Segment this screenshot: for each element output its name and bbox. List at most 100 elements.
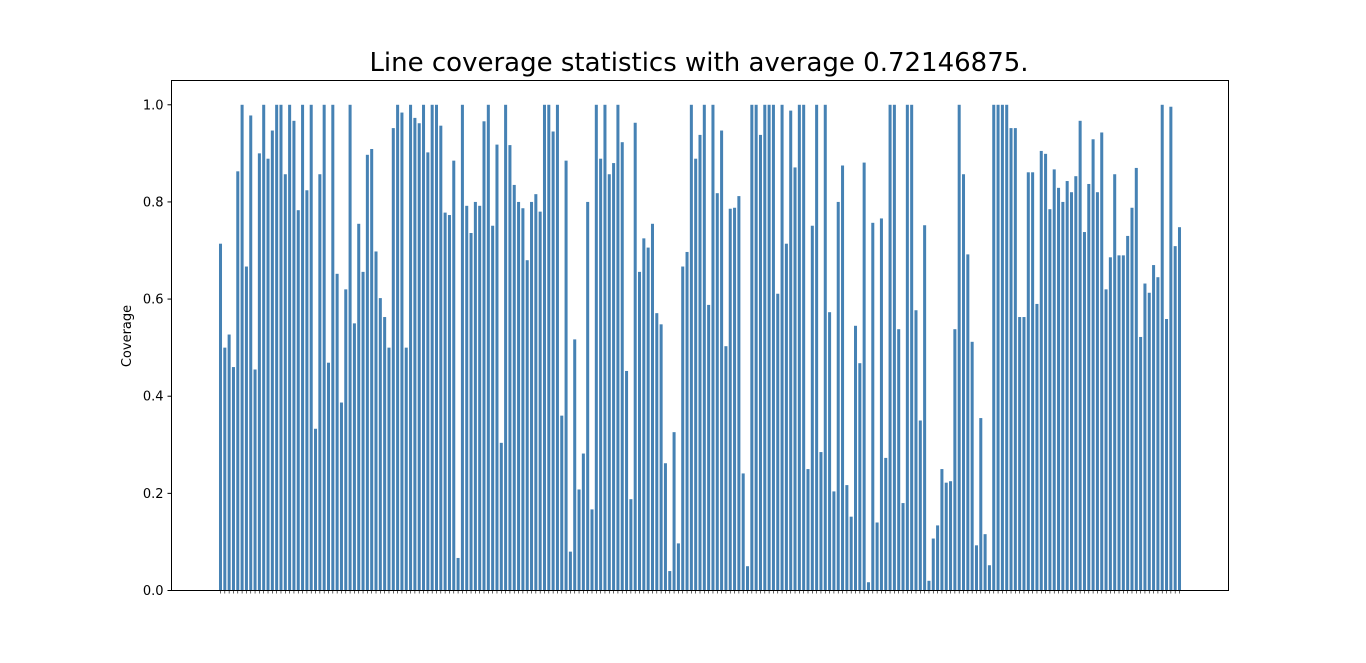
- bar-202: [1091, 139, 1095, 591]
- bar-221: [1173, 246, 1177, 591]
- bar-42: [400, 112, 404, 591]
- bar-121: [741, 473, 745, 591]
- bar-73: [534, 194, 538, 591]
- bar-113: [707, 304, 711, 591]
- bar-217: [1156, 277, 1160, 591]
- bar-154: [884, 457, 888, 591]
- bar-149: [862, 162, 866, 591]
- bar-197: [1069, 192, 1074, 591]
- bar-94: [625, 370, 629, 591]
- bar-201: [1087, 183, 1091, 591]
- bar-157: [897, 329, 901, 591]
- bar-198: [1074, 176, 1078, 591]
- bar-146: [849, 516, 853, 591]
- bar-168: [944, 482, 948, 591]
- bar-214: [1143, 283, 1147, 591]
- bar-61: [482, 121, 486, 591]
- bar-49: [430, 104, 434, 591]
- bar-210: [1126, 235, 1130, 591]
- bar-141: [828, 312, 832, 591]
- bar-60: [478, 205, 482, 591]
- bar-124: [754, 104, 758, 591]
- bar-84: [581, 453, 585, 591]
- bar-32: [357, 223, 361, 591]
- bar-175: [974, 545, 978, 591]
- bar-31: [352, 323, 356, 591]
- bar-22: [314, 428, 318, 591]
- bar-3: [231, 367, 235, 591]
- bar-180: [996, 104, 1000, 591]
- bar-136: [806, 469, 810, 591]
- bar-35: [370, 148, 374, 591]
- bar-56: [460, 104, 464, 591]
- bar-9: [257, 153, 261, 591]
- bar-162: [918, 420, 922, 591]
- bar-102: [659, 324, 663, 591]
- bar-182: [1005, 104, 1009, 591]
- bar-220: [1169, 106, 1173, 591]
- bar-219: [1165, 318, 1169, 591]
- bar-17: [292, 120, 296, 591]
- bar-81: [568, 551, 572, 591]
- bar-63: [491, 225, 495, 591]
- bar-8: [253, 369, 257, 591]
- bar-67: [508, 145, 512, 591]
- bar-132: [789, 110, 793, 591]
- bar-142: [832, 491, 836, 591]
- bar-16: [288, 104, 292, 591]
- bar-212: [1134, 167, 1138, 591]
- bar-163: [923, 225, 927, 591]
- bar-135: [802, 104, 806, 591]
- bars-group: [218, 104, 1182, 591]
- bar-188: [1031, 172, 1035, 591]
- bar-54: [452, 160, 456, 591]
- bar-65: [499, 442, 503, 591]
- bar-127: [767, 104, 771, 591]
- bar-110: [694, 158, 698, 591]
- bar-90: [607, 174, 611, 591]
- bar-21: [309, 104, 313, 591]
- bar-203: [1095, 192, 1099, 591]
- bar-78: [555, 104, 559, 591]
- bar-98: [642, 238, 646, 591]
- bar-150: [866, 582, 870, 591]
- bar-50: [434, 104, 438, 591]
- bar-200: [1082, 232, 1086, 591]
- bar-68: [512, 184, 516, 591]
- bar-181: [1000, 104, 1004, 591]
- bar-45: [413, 117, 417, 591]
- bar-25: [326, 362, 330, 591]
- bar-30: [348, 104, 352, 591]
- bar-116: [720, 130, 724, 591]
- bar-160: [910, 104, 914, 591]
- bar-138: [815, 104, 819, 591]
- bar-195: [1061, 201, 1065, 591]
- bar-0: [218, 243, 223, 591]
- bar-11: [266, 158, 270, 591]
- bar-211: [1130, 207, 1134, 591]
- chart-title: Line coverage statistics with average 0.…: [369, 48, 1028, 78]
- bar-190: [1039, 150, 1043, 591]
- bar-37: [378, 298, 382, 591]
- bar-165: [931, 538, 935, 591]
- bar-96: [633, 122, 637, 591]
- y-axis-label: Coverage: [120, 305, 135, 367]
- bar-118: [728, 208, 732, 591]
- bar-69: [517, 201, 521, 591]
- bar-59: [473, 201, 477, 591]
- bar-74: [538, 211, 542, 591]
- bar-173: [966, 254, 970, 591]
- bar-158: [901, 503, 905, 591]
- bar-216: [1152, 265, 1156, 591]
- bar-119: [733, 207, 737, 591]
- bar-29: [344, 289, 348, 591]
- bar-208: [1117, 255, 1121, 591]
- bar-92: [616, 104, 620, 591]
- bar-134: [797, 104, 801, 591]
- bar-187: [1026, 172, 1030, 591]
- bar-193: [1052, 169, 1056, 591]
- bar-77: [551, 131, 555, 591]
- bar-130: [780, 104, 784, 591]
- bar-152: [875, 522, 879, 591]
